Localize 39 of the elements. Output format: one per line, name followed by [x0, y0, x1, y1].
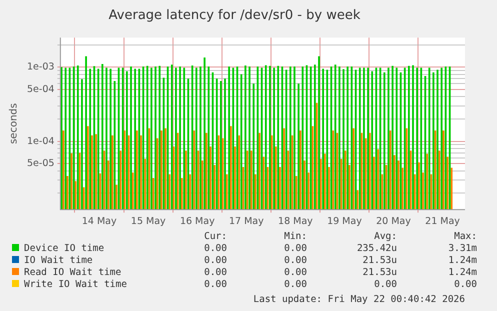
y-tick-label: 1e-04 [27, 136, 54, 147]
text: 0.00 [203, 266, 227, 278]
legend-label: Write IO Wait time [23, 278, 128, 290]
x-tick-label: 21 May [425, 216, 460, 227]
text: 0.00 [203, 254, 227, 266]
text: 0.00 [453, 278, 477, 290]
text: Last update: Fri May 22 00:40:42 2026 [253, 294, 465, 305]
text: Cur: [203, 230, 227, 242]
x-tick-label: 19 May [327, 216, 362, 227]
x-tick-label: 15 May [130, 216, 166, 227]
legend-label: IO Wait time [23, 254, 94, 266]
text: 0.00 [283, 278, 307, 290]
text: 0.00 [283, 266, 307, 278]
x-tick-label: 14 May [82, 216, 117, 227]
text: 0.00 [373, 278, 397, 290]
text: 21.53u [362, 266, 397, 278]
legend-label: Device IO time [23, 242, 106, 254]
x-tick-label: 20 May [376, 216, 412, 227]
text: 21.53u [362, 254, 397, 266]
text: 0.00 [283, 242, 307, 254]
x-tick-label: 18 May [278, 216, 314, 227]
x-tick-label: 17 May [228, 216, 264, 227]
text: Avg: [373, 230, 397, 242]
text: 0.00 [283, 254, 307, 266]
text: Min: [283, 230, 307, 242]
text: 235.42u [356, 242, 397, 254]
legend-label: Read IO Wait time [23, 266, 122, 278]
y-axis-title: seconds [8, 103, 20, 144]
x-tick-label: 16 May [180, 216, 216, 227]
y-tick-label: 1e-03 [27, 62, 54, 73]
text: 1.24m [447, 266, 477, 278]
text: 0.00 [203, 278, 227, 290]
text: 3.31m [447, 242, 477, 254]
text: 1.24m [447, 254, 477, 266]
chart-title: Average latency for /dev/sr0 - by week [108, 8, 361, 24]
y-tick-label: 5e-05 [27, 158, 54, 170]
text: Max: [453, 230, 477, 242]
text: 0.00 [203, 242, 227, 254]
y-tick-label: 5e-04 [27, 84, 54, 95]
